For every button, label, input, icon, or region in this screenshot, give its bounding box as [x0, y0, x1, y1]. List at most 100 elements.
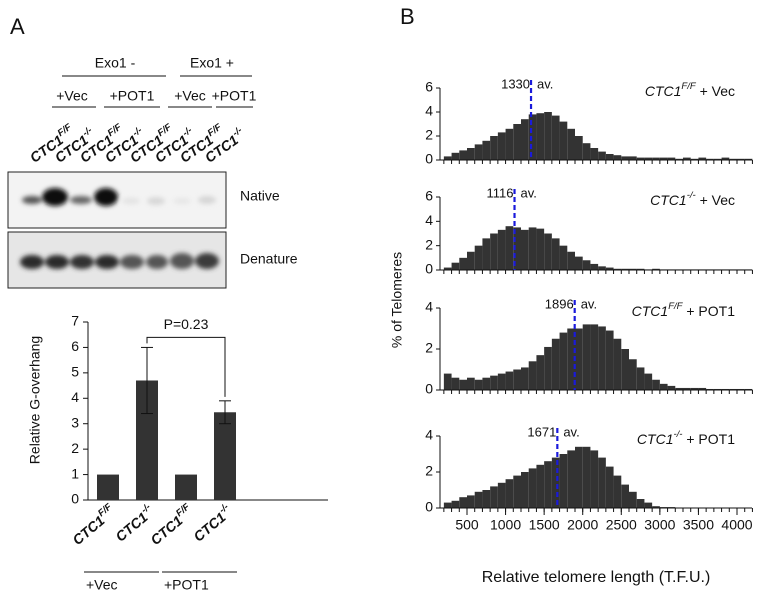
histogram-bar — [467, 148, 475, 160]
average-value: 1896 — [545, 296, 574, 311]
histogram-bar — [567, 328, 575, 390]
gene-label: CTC1F/F + Vec — [645, 81, 735, 99]
histogram-bar — [629, 359, 637, 390]
histogram-bar — [652, 506, 660, 508]
average-value: 1671 — [527, 424, 556, 439]
histogram-bar — [644, 373, 653, 390]
error-bar — [141, 346, 153, 415]
histogram-bar — [443, 373, 452, 390]
histogram-bar — [713, 158, 722, 160]
histogram-bar — [474, 144, 483, 160]
histogram-bar — [551, 238, 560, 270]
x-tick-label: 2500 — [606, 517, 637, 533]
histogram-bar — [559, 121, 568, 160]
y-tick-label: 4 — [425, 103, 433, 119]
histogram-bar — [559, 332, 568, 390]
histogram-bar — [490, 136, 498, 160]
histogram-bar — [690, 158, 699, 160]
average-label: av. — [521, 185, 537, 200]
row-label: Native — [240, 188, 280, 204]
histogram-bar — [451, 377, 460, 390]
histogram-bar — [737, 158, 745, 160]
histogram-bar — [644, 502, 653, 508]
histogram-bar — [652, 268, 660, 270]
y-axis-label: Relative G-overhang — [27, 336, 43, 464]
histogram-bar — [567, 450, 575, 508]
histogram-bar — [459, 497, 467, 508]
y-tick-label: 3 — [71, 414, 79, 430]
y-tick-label: 0 — [425, 499, 433, 515]
gene-label: CTC1F/F — [146, 501, 197, 548]
y-tick-label: 4 — [425, 212, 433, 228]
histogram-bar — [490, 375, 498, 390]
blot-image — [7, 171, 227, 289]
y-tick-label: 5 — [71, 364, 79, 380]
histogram-bar — [551, 457, 560, 508]
y-tick-label: 6 — [71, 338, 79, 354]
y-tick-label: 2 — [71, 440, 79, 456]
histogram-bar — [551, 115, 560, 160]
histogram-bar — [474, 491, 483, 508]
histogram-bar — [528, 468, 537, 508]
y-tick-label: 0 — [425, 381, 433, 397]
subgroup-label: +Vec — [56, 88, 88, 104]
histogram-bar — [636, 499, 645, 508]
histogram-bar — [451, 152, 460, 160]
histogram-bar — [629, 156, 637, 160]
histogram-bar — [683, 157, 691, 160]
histogram-bar — [636, 367, 645, 390]
row-label: Denature — [240, 251, 298, 267]
histogram-bar — [443, 502, 452, 508]
histogram-bar — [737, 388, 745, 390]
histogram-bar — [544, 112, 552, 160]
y-tick-label: 0 — [71, 491, 79, 507]
histogram-bar — [613, 155, 622, 160]
bar — [175, 474, 197, 500]
gene-label: CTC1-/- + POT1 — [637, 429, 735, 447]
y-tick-label: 6 — [425, 188, 433, 204]
average-label: av. — [581, 296, 597, 311]
y-axis-label: % of Telomeres — [389, 252, 405, 348]
histogram-bar — [482, 490, 491, 508]
histogram-bar — [713, 388, 722, 390]
gene-superscript: F/F — [681, 81, 696, 92]
x-tick-label: 1000 — [490, 517, 521, 533]
histogram-bar — [729, 388, 737, 390]
average-label: av. — [563, 424, 579, 439]
y-tick-label: 2 — [425, 236, 433, 252]
significance-bracket — [146, 336, 226, 397]
histogram-bar — [443, 156, 452, 160]
average-value: 1116 — [487, 185, 514, 200]
histogram-bar — [521, 119, 529, 160]
histogram-bar — [621, 349, 629, 390]
histogram-bar — [459, 150, 467, 160]
histogram-bar — [474, 379, 483, 390]
histogram-bar — [613, 268, 622, 270]
histogram-bar — [559, 454, 568, 508]
group-label: Exo1 - — [95, 55, 136, 71]
gene-superscript: -/- — [673, 429, 682, 440]
histogram-bar — [482, 140, 491, 160]
histogram-bar — [467, 495, 475, 508]
x-tick-label: 1500 — [529, 517, 560, 533]
histogram-bar — [667, 385, 676, 390]
histogram-bar — [621, 156, 629, 160]
histogram-bar — [629, 491, 637, 508]
label-rest: + POT1 — [682, 431, 735, 447]
histogram-bar — [590, 148, 599, 160]
y-tick-label: 4 — [71, 389, 79, 405]
panel-label: A — [10, 14, 25, 39]
histogram-bar — [590, 450, 599, 508]
x-tick-label: 3500 — [683, 517, 714, 533]
histogram-bar — [544, 346, 552, 390]
y-tick-label: 2 — [425, 340, 433, 356]
bar — [136, 380, 158, 500]
gene-name: CTC1 — [632, 303, 669, 319]
histogram-bar — [690, 387, 699, 390]
histogram-bar — [513, 124, 521, 160]
histogram-bar — [675, 158, 683, 160]
histogram-bar — [467, 251, 475, 270]
histogram-bar — [659, 383, 668, 390]
histogram-bar — [582, 260, 591, 270]
histogram-bar — [443, 267, 452, 270]
